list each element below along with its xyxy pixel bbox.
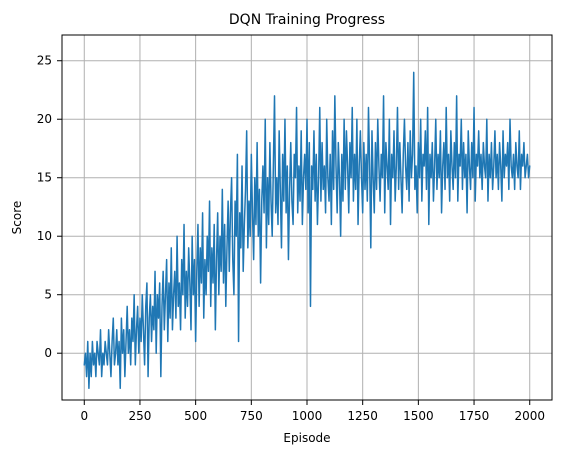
x-tick-label-0: 0 [80, 409, 88, 423]
x-tick-label-6: 1500 [403, 409, 434, 423]
x-tick-label-4: 1000 [292, 409, 323, 423]
y-axis-label: Score [10, 201, 24, 235]
x-tick-label-3: 750 [240, 409, 263, 423]
x-axis-label: Episode [283, 431, 330, 445]
y-tick-label-3: 15 [37, 171, 52, 185]
x-tick-label-8: 2000 [514, 409, 545, 423]
chart-title: DQN Training Progress [229, 12, 385, 28]
x-tick-label-2: 500 [184, 409, 207, 423]
y-tick-label-4: 20 [37, 112, 52, 126]
x-tick-label-7: 1750 [459, 409, 490, 423]
y-tick-label-2: 10 [37, 229, 52, 243]
y-tick-label-1: 5 [44, 288, 52, 302]
series-line [83, 71, 531, 390]
y-tick-label-5: 25 [37, 54, 52, 68]
x-tick-label-1: 250 [129, 409, 152, 423]
y-tick-label-0: 0 [44, 346, 52, 360]
x-tick-label-5: 1250 [347, 409, 378, 423]
